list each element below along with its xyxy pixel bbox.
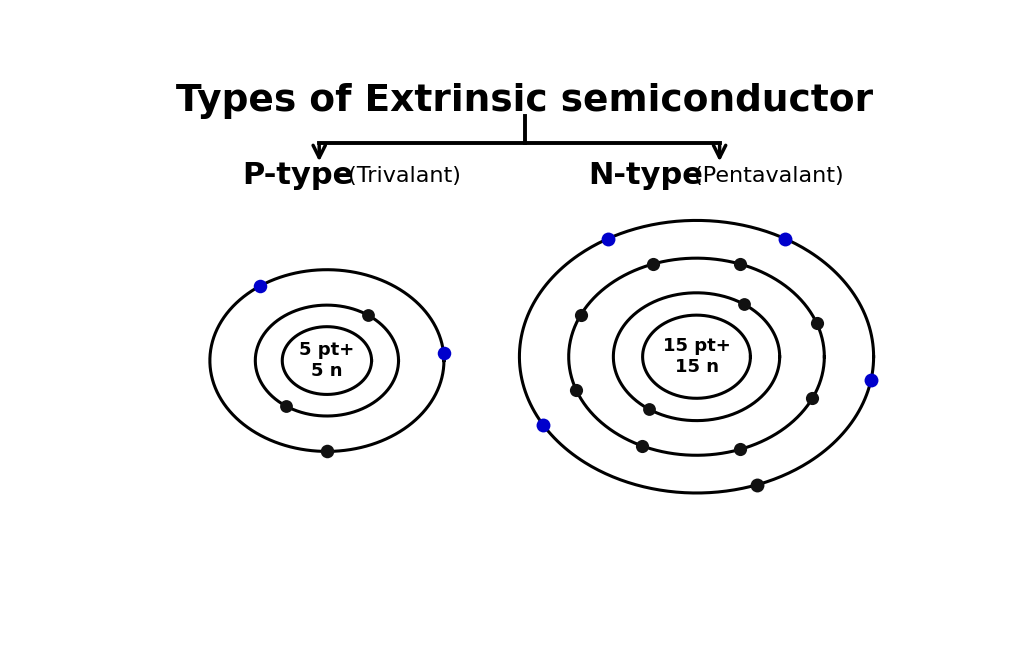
Point [252,281,268,292]
Point [808,318,824,328]
Point [749,480,765,490]
Text: 15 pt+
15 n: 15 pt+ 15 n [663,337,730,376]
Text: (Trivalant): (Trivalant) [341,166,461,186]
Text: P-type: P-type [243,161,353,190]
Point [634,441,650,452]
Point [644,259,660,270]
Point [572,310,589,320]
Point [732,444,749,455]
Point [600,233,616,244]
Point [535,419,551,430]
Text: Types of Extrinsic semiconductor: Types of Extrinsic semiconductor [176,83,873,119]
Point [732,259,749,270]
Point [863,375,880,386]
Point [736,299,753,310]
Text: N-type: N-type [589,161,703,190]
Point [777,233,794,244]
Point [641,403,657,414]
Point [318,446,335,457]
Point [278,401,294,411]
Point [804,393,820,403]
Point [435,347,452,358]
Text: 5 pt+
5 n: 5 pt+ 5 n [299,341,354,380]
Point [568,385,585,396]
Text: (Pentavalant): (Pentavalant) [687,166,844,186]
Point [359,310,376,320]
